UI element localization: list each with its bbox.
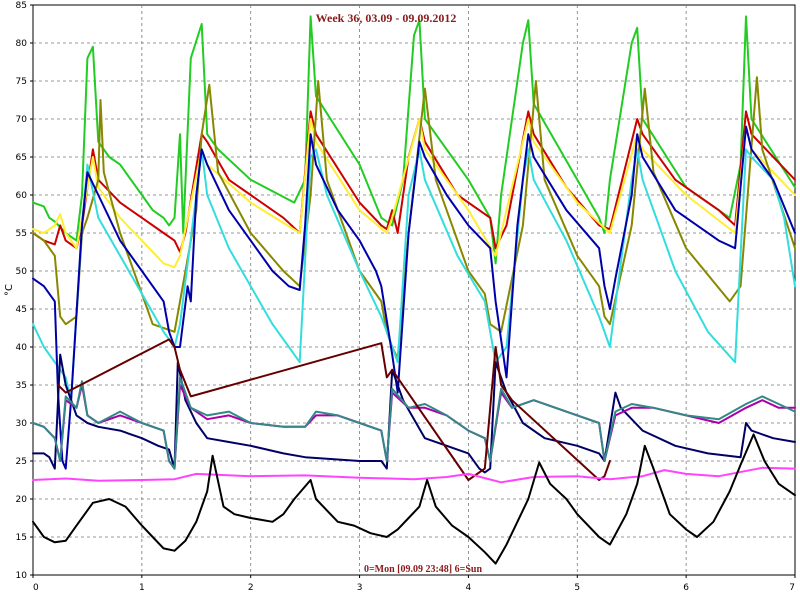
y-tick-label-15: 85 (16, 1, 27, 11)
y-tick-label-14: 80 (16, 39, 28, 49)
y-tick-label-3: 25 (16, 457, 27, 467)
y-tick-label-10: 60 (16, 191, 28, 201)
x-tick-label-7: 7 (789, 583, 795, 593)
x-tick-label-2: 2 (248, 583, 254, 593)
y-tick-label-6: 40 (16, 343, 28, 353)
y-tick-label-11: 65 (16, 153, 27, 163)
y-axis-label: °C (4, 284, 15, 296)
plot-frame (32, 4, 796, 576)
series-line-10 (32, 466, 796, 484)
series-line-4 (32, 148, 796, 402)
y-tick-label-1: 15 (16, 533, 27, 543)
x-tick-label-6: 6 (683, 583, 689, 593)
series-line-8 (32, 376, 796, 470)
series-lines (32, 15, 796, 565)
y-tick-label-5: 35 (16, 381, 27, 391)
series-line-11 (32, 433, 796, 565)
x-axis-label: 0=Mon [09.09 23:48] 6=Sun (364, 564, 483, 575)
x-tick-label-5: 5 (574, 583, 580, 593)
series-line-5 (32, 125, 796, 470)
y-tick-label-9: 55 (16, 229, 27, 239)
y-tick-label-4: 30 (16, 419, 28, 429)
y-tick-label-12: 70 (16, 115, 28, 125)
y-tick-label-13: 75 (16, 77, 27, 87)
y-tick-label-7: 45 (16, 305, 27, 315)
y-tick-label-8: 50 (16, 267, 28, 277)
x-tick-label-3: 3 (357, 583, 363, 593)
y-axis: 10 15 20 25 30 35 40 45 50 55 60 65 70 75 80 85 (16, 1, 33, 581)
y-tick-label-2: 20 (16, 495, 28, 505)
series-line-3 (32, 76, 796, 360)
x-tick-label-1: 1 (139, 583, 145, 593)
x-tick-label-4: 4 (466, 583, 472, 593)
x-axis: 0 1 2 3 4 5 6 7 (32, 575, 796, 593)
y-tick-label-0: 10 (16, 571, 28, 581)
series-line-9 (57, 338, 611, 481)
x-tick-label-0: 0 (33, 583, 39, 593)
chart-title: Week 36, 03.09 - 09.09.2012 (316, 11, 457, 25)
series-line-1 (32, 110, 796, 253)
